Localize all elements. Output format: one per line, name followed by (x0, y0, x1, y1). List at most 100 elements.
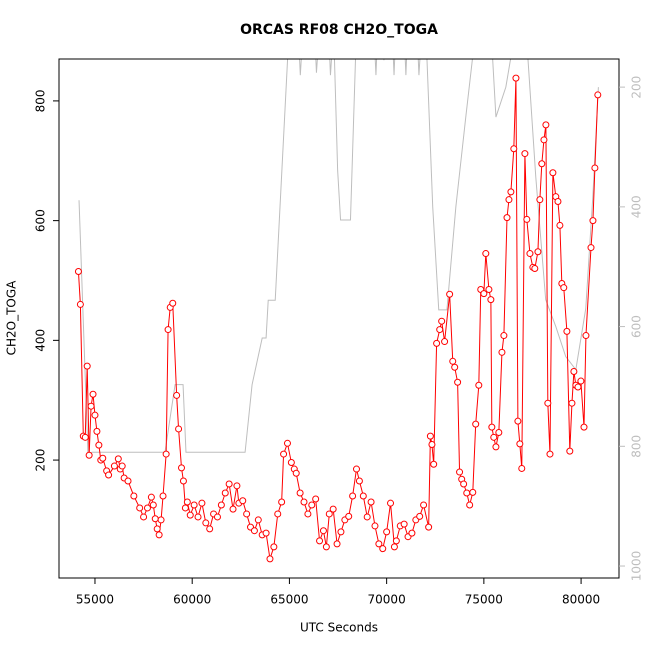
data-point (274, 510, 282, 518)
data-point (95, 441, 103, 449)
data-point (153, 525, 161, 533)
data-point (178, 464, 185, 472)
data-point (81, 433, 89, 441)
data-point (198, 499, 206, 507)
data-point (319, 527, 327, 535)
data-point (580, 423, 588, 431)
data-point (194, 513, 202, 521)
data-point (206, 525, 214, 533)
data-point (518, 464, 526, 472)
data-point (570, 367, 578, 375)
data-point (308, 501, 316, 509)
data-point (480, 290, 488, 298)
x-tick-label: 80000 (562, 593, 600, 607)
data-point (333, 540, 341, 548)
data-point (169, 299, 177, 307)
data-point (500, 332, 508, 340)
data-point (512, 74, 520, 82)
data-point (516, 440, 524, 448)
data-point (89, 390, 97, 398)
data-point (353, 465, 360, 473)
data-point (270, 543, 278, 551)
data-point (485, 285, 493, 293)
data-point (221, 489, 229, 497)
y-tick-label: 800 (34, 89, 48, 112)
data-point (91, 411, 99, 419)
plot-area (74, 59, 602, 563)
data-point (105, 471, 113, 479)
data-point (325, 510, 333, 518)
y2-tick-label: 400 (630, 195, 644, 218)
data-point (162, 450, 170, 458)
data-point (143, 504, 151, 512)
data-point (544, 399, 552, 407)
data-point (349, 492, 357, 500)
data-point (408, 529, 416, 537)
data-point (85, 451, 93, 459)
data-point (392, 537, 400, 545)
x-tick-label: 55000 (76, 593, 114, 607)
data-point (371, 522, 379, 530)
x-tick-label: 75000 (465, 593, 503, 607)
y2-tick-label: 1000 (630, 551, 644, 582)
data-point (74, 268, 82, 276)
data-point (110, 462, 118, 470)
data-point (591, 164, 599, 172)
data-point (466, 501, 474, 509)
data-point (514, 417, 522, 425)
data-point (433, 339, 441, 347)
data-point (498, 348, 506, 356)
data-point (175, 425, 183, 433)
data-point (367, 498, 375, 506)
data-point (136, 504, 144, 512)
data-point (149, 501, 157, 509)
data-point (164, 326, 172, 334)
data-point (345, 512, 353, 520)
data-point (449, 357, 457, 365)
data-point (130, 492, 138, 500)
data-point (99, 454, 107, 462)
data-point (213, 513, 221, 521)
data-point (83, 362, 91, 370)
data-point (159, 492, 167, 500)
data-point (589, 217, 597, 225)
data-point (379, 545, 387, 553)
data-point (322, 543, 330, 551)
data-point (540, 136, 548, 144)
data-point (337, 528, 345, 536)
data-point (118, 462, 126, 470)
data-point (463, 489, 471, 497)
data-point (475, 381, 483, 389)
data-point (287, 458, 295, 466)
data-point (582, 332, 590, 340)
data-point (157, 516, 165, 524)
data-point (594, 91, 602, 99)
data-point (76, 300, 84, 308)
data-point (233, 482, 241, 490)
data-point (523, 215, 531, 223)
data-point (503, 214, 511, 222)
data-point (554, 197, 562, 205)
data-point (425, 523, 433, 531)
data-point (173, 391, 181, 399)
data-point (243, 510, 251, 518)
data-point (316, 537, 324, 545)
data-point (531, 265, 539, 273)
data-point (312, 495, 320, 503)
data-point (140, 513, 148, 521)
data-point (549, 169, 557, 177)
data-point (124, 477, 132, 485)
data-point (460, 480, 468, 488)
data-point (280, 450, 288, 458)
data-point (438, 317, 446, 325)
data-point (574, 383, 582, 391)
y-tick-label: 400 (34, 329, 48, 352)
data-point (566, 447, 574, 455)
y-tick-label: 600 (34, 209, 48, 232)
data-point (383, 528, 391, 536)
data-point (538, 160, 546, 168)
chart-title: ORCAS RF08 CH2O_TOGA (240, 22, 438, 38)
data-point (183, 498, 191, 506)
x-tick-label: 60000 (173, 593, 211, 607)
